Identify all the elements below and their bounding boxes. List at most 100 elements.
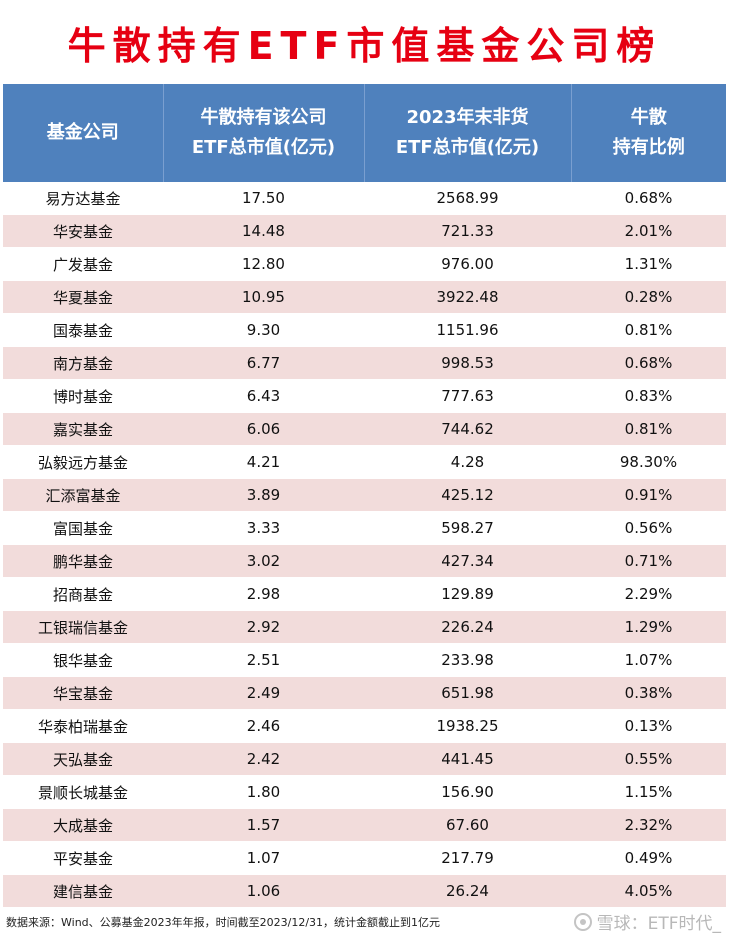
total-value-cell: 26.24 xyxy=(364,874,571,908)
table-row: 景顺长城基金 1.80 156.90 1.15% xyxy=(3,775,726,809)
holding-ratio-cell: 2.32% xyxy=(571,808,726,842)
holding-ratio-cell: 0.38% xyxy=(571,676,726,710)
fund-company-cell: 华泰柏瑞基金 xyxy=(3,709,163,743)
total-value-cell: 67.60 xyxy=(364,808,571,842)
holding-ratio-cell: 0.28% xyxy=(571,280,726,314)
holding-ratio-cell: 2.29% xyxy=(571,577,726,611)
total-value-cell: 156.90 xyxy=(364,775,571,809)
table-row: 天弘基金 2.42 441.45 0.55% xyxy=(3,742,726,776)
table-row: 华夏基金 10.95 3922.48 0.28% xyxy=(3,280,726,314)
holding-value-cell: 2.92 xyxy=(163,610,364,644)
column-header: 2023年末非货 ETF总市值(亿元) xyxy=(364,84,572,182)
table-row: 广发基金 12.80 976.00 1.31% xyxy=(3,247,726,281)
total-value-cell: 998.53 xyxy=(364,346,571,380)
holding-ratio-cell: 0.56% xyxy=(571,511,726,545)
column-header-line: ETF总市值(亿元) xyxy=(395,137,540,158)
holding-ratio-cell: 0.83% xyxy=(571,379,726,413)
column-header: 牛散 持有比例 xyxy=(571,84,726,182)
total-value-cell: 3922.48 xyxy=(364,280,571,314)
fund-company-cell: 工银瑞信基金 xyxy=(3,610,163,644)
column-header-line: 持有比例 xyxy=(612,137,685,158)
total-value-cell: 233.98 xyxy=(364,643,571,677)
table-row: 大成基金 1.57 67.60 2.32% xyxy=(3,808,726,842)
holding-ratio-cell: 0.68% xyxy=(571,346,726,380)
fund-ranking-table: 基金公司 牛散持有该公司 ETF总市值(亿元) 2023年末非货 ETF总市值(亿元) 牛… xyxy=(3,84,726,908)
holding-value-cell: 6.77 xyxy=(163,346,364,380)
holding-value-cell: 6.43 xyxy=(163,379,364,413)
holding-value-cell: 3.89 xyxy=(163,478,364,512)
table-body: 易方达基金 17.50 2568.99 0.68% 华安基金 14.48 721.33 2.0… xyxy=(3,182,726,908)
table-row: 建信基金 1.06 26.24 4.05% xyxy=(3,874,726,908)
holding-value-cell: 2.46 xyxy=(163,709,364,743)
total-value-cell: 976.00 xyxy=(364,247,571,281)
total-value-cell: 425.12 xyxy=(364,478,571,512)
holding-ratio-cell: 0.81% xyxy=(571,313,726,347)
holding-ratio-cell: 2.01% xyxy=(571,214,726,248)
table-row: 博时基金 6.43 777.63 0.83% xyxy=(3,379,726,413)
table-row: 平安基金 1.07 217.79 0.49% xyxy=(3,841,726,875)
fund-company-cell: 弘毅远方基金 xyxy=(3,445,163,479)
data-source-note: 数据来源：Wind、公募基金2023年年报，时间截至2023/12/31，统计金… xyxy=(6,915,441,929)
total-value-cell: 4.28 xyxy=(364,445,571,479)
total-value-cell: 744.62 xyxy=(364,412,571,446)
fund-company-cell: 南方基金 xyxy=(3,346,163,380)
fund-company-cell: 汇添富基金 xyxy=(3,478,163,512)
holding-value-cell: 2.42 xyxy=(163,742,364,776)
holding-value-cell: 1.07 xyxy=(163,841,364,875)
table-row: 鹏华基金 3.02 427.34 0.71% xyxy=(3,544,726,578)
holding-ratio-cell: 0.68% xyxy=(571,182,726,215)
holding-ratio-cell: 0.49% xyxy=(571,841,726,875)
table-row: 招商基金 2.98 129.89 2.29% xyxy=(3,577,726,611)
holding-value-cell: 2.98 xyxy=(163,577,364,611)
column-header-line: 牛散 xyxy=(630,107,667,128)
column-header: 基金公司 xyxy=(3,84,164,182)
holding-value-cell: 3.02 xyxy=(163,544,364,578)
fund-company-cell: 博时基金 xyxy=(3,379,163,413)
total-value-cell: 1151.96 xyxy=(364,313,571,347)
fund-company-cell: 广发基金 xyxy=(3,247,163,281)
watermark: 雪球：ETF时代_ xyxy=(573,909,721,934)
holding-ratio-cell: 1.29% xyxy=(571,610,726,644)
fund-company-cell: 天弘基金 xyxy=(3,742,163,776)
footer: 数据来源：Wind、公募基金2023年年报，时间截至2023/12/31，统计金… xyxy=(0,905,729,938)
fund-company-cell: 易方达基金 xyxy=(3,182,163,215)
total-value-cell: 226.24 xyxy=(364,610,571,644)
table-row: 华宝基金 2.49 651.98 0.38% xyxy=(3,676,726,710)
column-header-line: 基金公司 xyxy=(46,122,119,143)
holding-ratio-cell: 0.13% xyxy=(571,709,726,743)
table-row: 银华基金 2.51 233.98 1.07% xyxy=(3,643,726,677)
total-value-cell: 598.27 xyxy=(364,511,571,545)
holding-ratio-cell: 0.55% xyxy=(571,742,726,776)
holding-value-cell: 9.30 xyxy=(163,313,364,347)
snowball-logo-icon xyxy=(573,912,592,931)
holding-ratio-cell: 0.71% xyxy=(571,544,726,578)
total-value-cell: 651.98 xyxy=(364,676,571,710)
page-title: 牛散持有ETF市值基金公司榜 xyxy=(67,23,662,68)
fund-company-cell: 银华基金 xyxy=(3,643,163,677)
holding-value-cell: 4.21 xyxy=(163,445,364,479)
total-value-cell: 427.34 xyxy=(364,544,571,578)
fund-company-cell: 华宝基金 xyxy=(3,676,163,710)
total-value-cell: 441.45 xyxy=(364,742,571,776)
table-header-row: 基金公司 牛散持有该公司 ETF总市值(亿元) 2023年末非货 ETF总市值(亿元) 牛… xyxy=(3,84,726,182)
total-value-cell: 2568.99 xyxy=(364,182,571,215)
fund-company-cell: 华夏基金 xyxy=(3,280,163,314)
total-value-cell: 129.89 xyxy=(364,577,571,611)
fund-company-cell: 嘉实基金 xyxy=(3,412,163,446)
table-row: 工银瑞信基金 2.92 226.24 1.29% xyxy=(3,610,726,644)
fund-company-cell: 华安基金 xyxy=(3,214,163,248)
total-value-cell: 721.33 xyxy=(364,214,571,248)
fund-company-cell: 平安基金 xyxy=(3,841,163,875)
fund-company-cell: 国泰基金 xyxy=(3,313,163,347)
holding-value-cell: 10.95 xyxy=(163,280,364,314)
table-row: 富国基金 3.33 598.27 0.56% xyxy=(3,511,726,545)
fund-company-cell: 富国基金 xyxy=(3,511,163,545)
table-row: 易方达基金 17.50 2568.99 0.68% xyxy=(3,182,726,215)
table-row: 国泰基金 9.30 1151.96 0.81% xyxy=(3,313,726,347)
total-value-cell: 777.63 xyxy=(364,379,571,413)
column-header-line: ETF总市值(亿元) xyxy=(191,137,336,158)
holding-ratio-cell: 98.30% xyxy=(571,445,726,479)
holding-ratio-cell: 0.91% xyxy=(571,478,726,512)
holding-value-cell: 2.49 xyxy=(163,676,364,710)
table-row: 弘毅远方基金 4.21 4.28 98.30% xyxy=(3,445,726,479)
